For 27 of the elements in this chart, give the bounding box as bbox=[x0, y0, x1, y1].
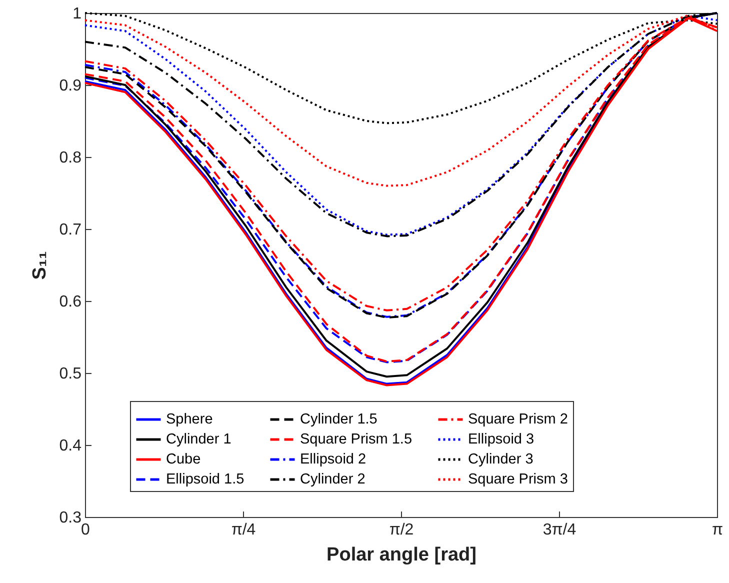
y-tick-label: 1 bbox=[72, 6, 82, 22]
legend-label: Ellipsoid 2 bbox=[300, 452, 366, 468]
y-tick-label: 0.5 bbox=[59, 366, 82, 382]
y-axis-title: S₁₁ bbox=[29, 251, 50, 280]
legend-label: Square Prism 3 bbox=[468, 472, 568, 488]
legend-label: Square Prism 1.5 bbox=[300, 432, 412, 448]
y-tick-label: 0.3 bbox=[59, 510, 82, 526]
legend-label: Cylinder 1.5 bbox=[300, 412, 378, 428]
legend-label: Sphere bbox=[166, 412, 213, 428]
legend-label: Ellipsoid 1.5 bbox=[166, 472, 244, 488]
legend-label: Cylinder 1 bbox=[166, 432, 232, 448]
x-tick-label: 0 bbox=[81, 522, 90, 538]
legend-label: Cylinder 2 bbox=[300, 472, 366, 488]
legend-label: Square Prism 2 bbox=[468, 412, 568, 428]
x-axis-title: Polar angle [rad] bbox=[326, 544, 476, 566]
y-tick-label: 0.9 bbox=[59, 78, 82, 94]
y-tick-label: 0.4 bbox=[59, 438, 82, 454]
y-tick-label: 0.7 bbox=[59, 222, 82, 238]
y-tick-label: 0.8 bbox=[59, 150, 82, 166]
x-tick-label: π/2 bbox=[389, 522, 414, 538]
legend-label: Cube bbox=[166, 452, 201, 468]
legend-label: Ellipsoid 3 bbox=[468, 432, 534, 448]
x-tick-label: π bbox=[712, 522, 724, 538]
legend-label: Cylinder 3 bbox=[468, 452, 534, 468]
x-tick-label: π/4 bbox=[231, 522, 256, 538]
x-tick-label: 3π/4 bbox=[542, 522, 576, 538]
y-tick-label: 0.6 bbox=[59, 294, 82, 310]
